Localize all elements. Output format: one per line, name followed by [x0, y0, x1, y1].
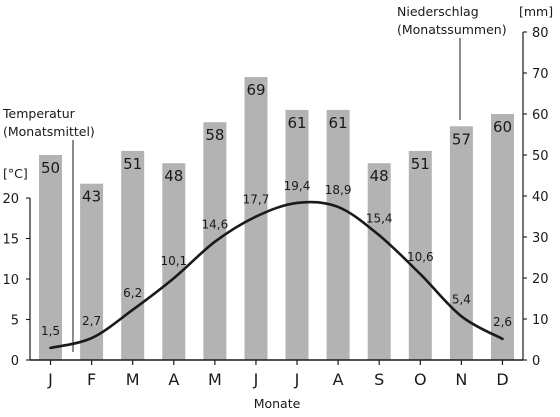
precip-legend-line2: (Monatssummen)	[397, 22, 507, 37]
x-tick-label: F	[87, 370, 96, 389]
left-tick-label: 20	[2, 192, 19, 207]
left-tick-label: 15	[2, 233, 19, 248]
x-tick-label: A	[333, 370, 344, 389]
left-tick-label: 0	[11, 354, 19, 369]
chart-axes: J F M A M J J A S O N D 0 5 10 15 20 0 10 20 30 40 50 60 70 80	[2, 26, 548, 389]
right-tick-label: 30	[532, 231, 549, 246]
precipitation-bars: 50 43 51 48 58 69 61 61 48 51 57 60	[39, 77, 514, 361]
right-tick-label: 70	[532, 67, 549, 82]
precip-bar	[449, 126, 473, 360]
temperature-value-label: 1,5	[41, 324, 60, 338]
precip-bar	[326, 109, 350, 361]
x-tick-label: N	[455, 370, 467, 389]
temperature-value-label: 10,6	[407, 250, 434, 264]
precip-bar-value: 61	[329, 114, 348, 132]
precip-bar	[162, 163, 186, 360]
temperature-value-label: 18,9	[325, 183, 352, 197]
precip-bar-value: 57	[452, 130, 471, 148]
precip-bar	[408, 150, 432, 360]
x-tick-label: J	[294, 370, 300, 389]
left-tick-label: 5	[11, 314, 19, 329]
right-axis-unit-label: [mm]	[519, 4, 553, 19]
right-tick-label: 50	[532, 149, 549, 164]
precip-bar	[80, 183, 104, 360]
precip-bar	[121, 150, 145, 360]
precip-bar-value: 48	[370, 167, 389, 185]
precip-bar	[244, 77, 268, 360]
temperature-value-label: 2,7	[82, 314, 101, 328]
temperature-line-layer: 1,5 2,7 6,2 10,1 14,6 17,7 19,4 18,9 15,4 10,6 5,4…	[41, 179, 512, 350]
precip-bar-value: 51	[123, 155, 142, 173]
x-tick-label: M	[126, 370, 140, 389]
precip-bar	[367, 163, 391, 360]
temperature-value-label: 6,2	[123, 286, 142, 300]
x-tick-label: S	[374, 370, 384, 389]
temperature-value-label: 15,4	[366, 211, 393, 225]
temperature-value-label: 17,7	[243, 193, 270, 207]
temperature-value-label: 14,6	[202, 218, 229, 232]
temperature-value-label: 19,4	[284, 179, 311, 193]
x-tick-label: J	[47, 370, 53, 389]
left-tick-label: 10	[2, 273, 19, 288]
right-tick-label: 80	[532, 26, 549, 41]
precip-bar-value: 43	[82, 188, 101, 206]
right-tick-label: 0	[532, 354, 540, 369]
precip-bar-value: 69	[246, 81, 265, 99]
x-tick-label: O	[414, 370, 427, 389]
temperature-line	[49, 200, 504, 350]
temperature-value-label: 2,6	[493, 315, 512, 329]
temperature-legend-line1: Temperatur	[2, 106, 76, 121]
temperature-value-label: 10,1	[160, 254, 187, 268]
precip-bar	[285, 109, 309, 361]
precip-legend-line1: Niederschlag	[397, 4, 479, 19]
precip-bar-value: 58	[205, 126, 224, 144]
x-axis-title: Monate	[254, 396, 301, 411]
x-tick-label: J	[253, 370, 259, 389]
precip-bar-value: 61	[287, 114, 306, 132]
precip-bar-value: 60	[493, 118, 512, 136]
precip-bar-value: 48	[164, 167, 183, 185]
x-tick-label: D	[496, 370, 508, 389]
x-tick-label: A	[168, 370, 179, 389]
precip-bar	[491, 114, 514, 360]
temperature-legend-line2: (Monatsmittel)	[3, 124, 95, 139]
left-axis-unit-label: [°C]	[3, 166, 28, 181]
precip-bar	[39, 155, 62, 360]
temperature-value-label: 5,4	[452, 292, 471, 306]
x-tick-label: M	[208, 370, 222, 389]
precip-bar-value: 50	[41, 159, 60, 177]
chart-labels: [°C] Temperatur (Monatsmittel) Niedersch…	[2, 4, 553, 411]
right-tick-label: 40	[532, 190, 549, 205]
precip-bar-value: 51	[411, 155, 430, 173]
right-tick-label: 60	[532, 108, 549, 123]
right-tick-label: 10	[532, 313, 549, 328]
right-tick-label: 20	[532, 272, 549, 287]
